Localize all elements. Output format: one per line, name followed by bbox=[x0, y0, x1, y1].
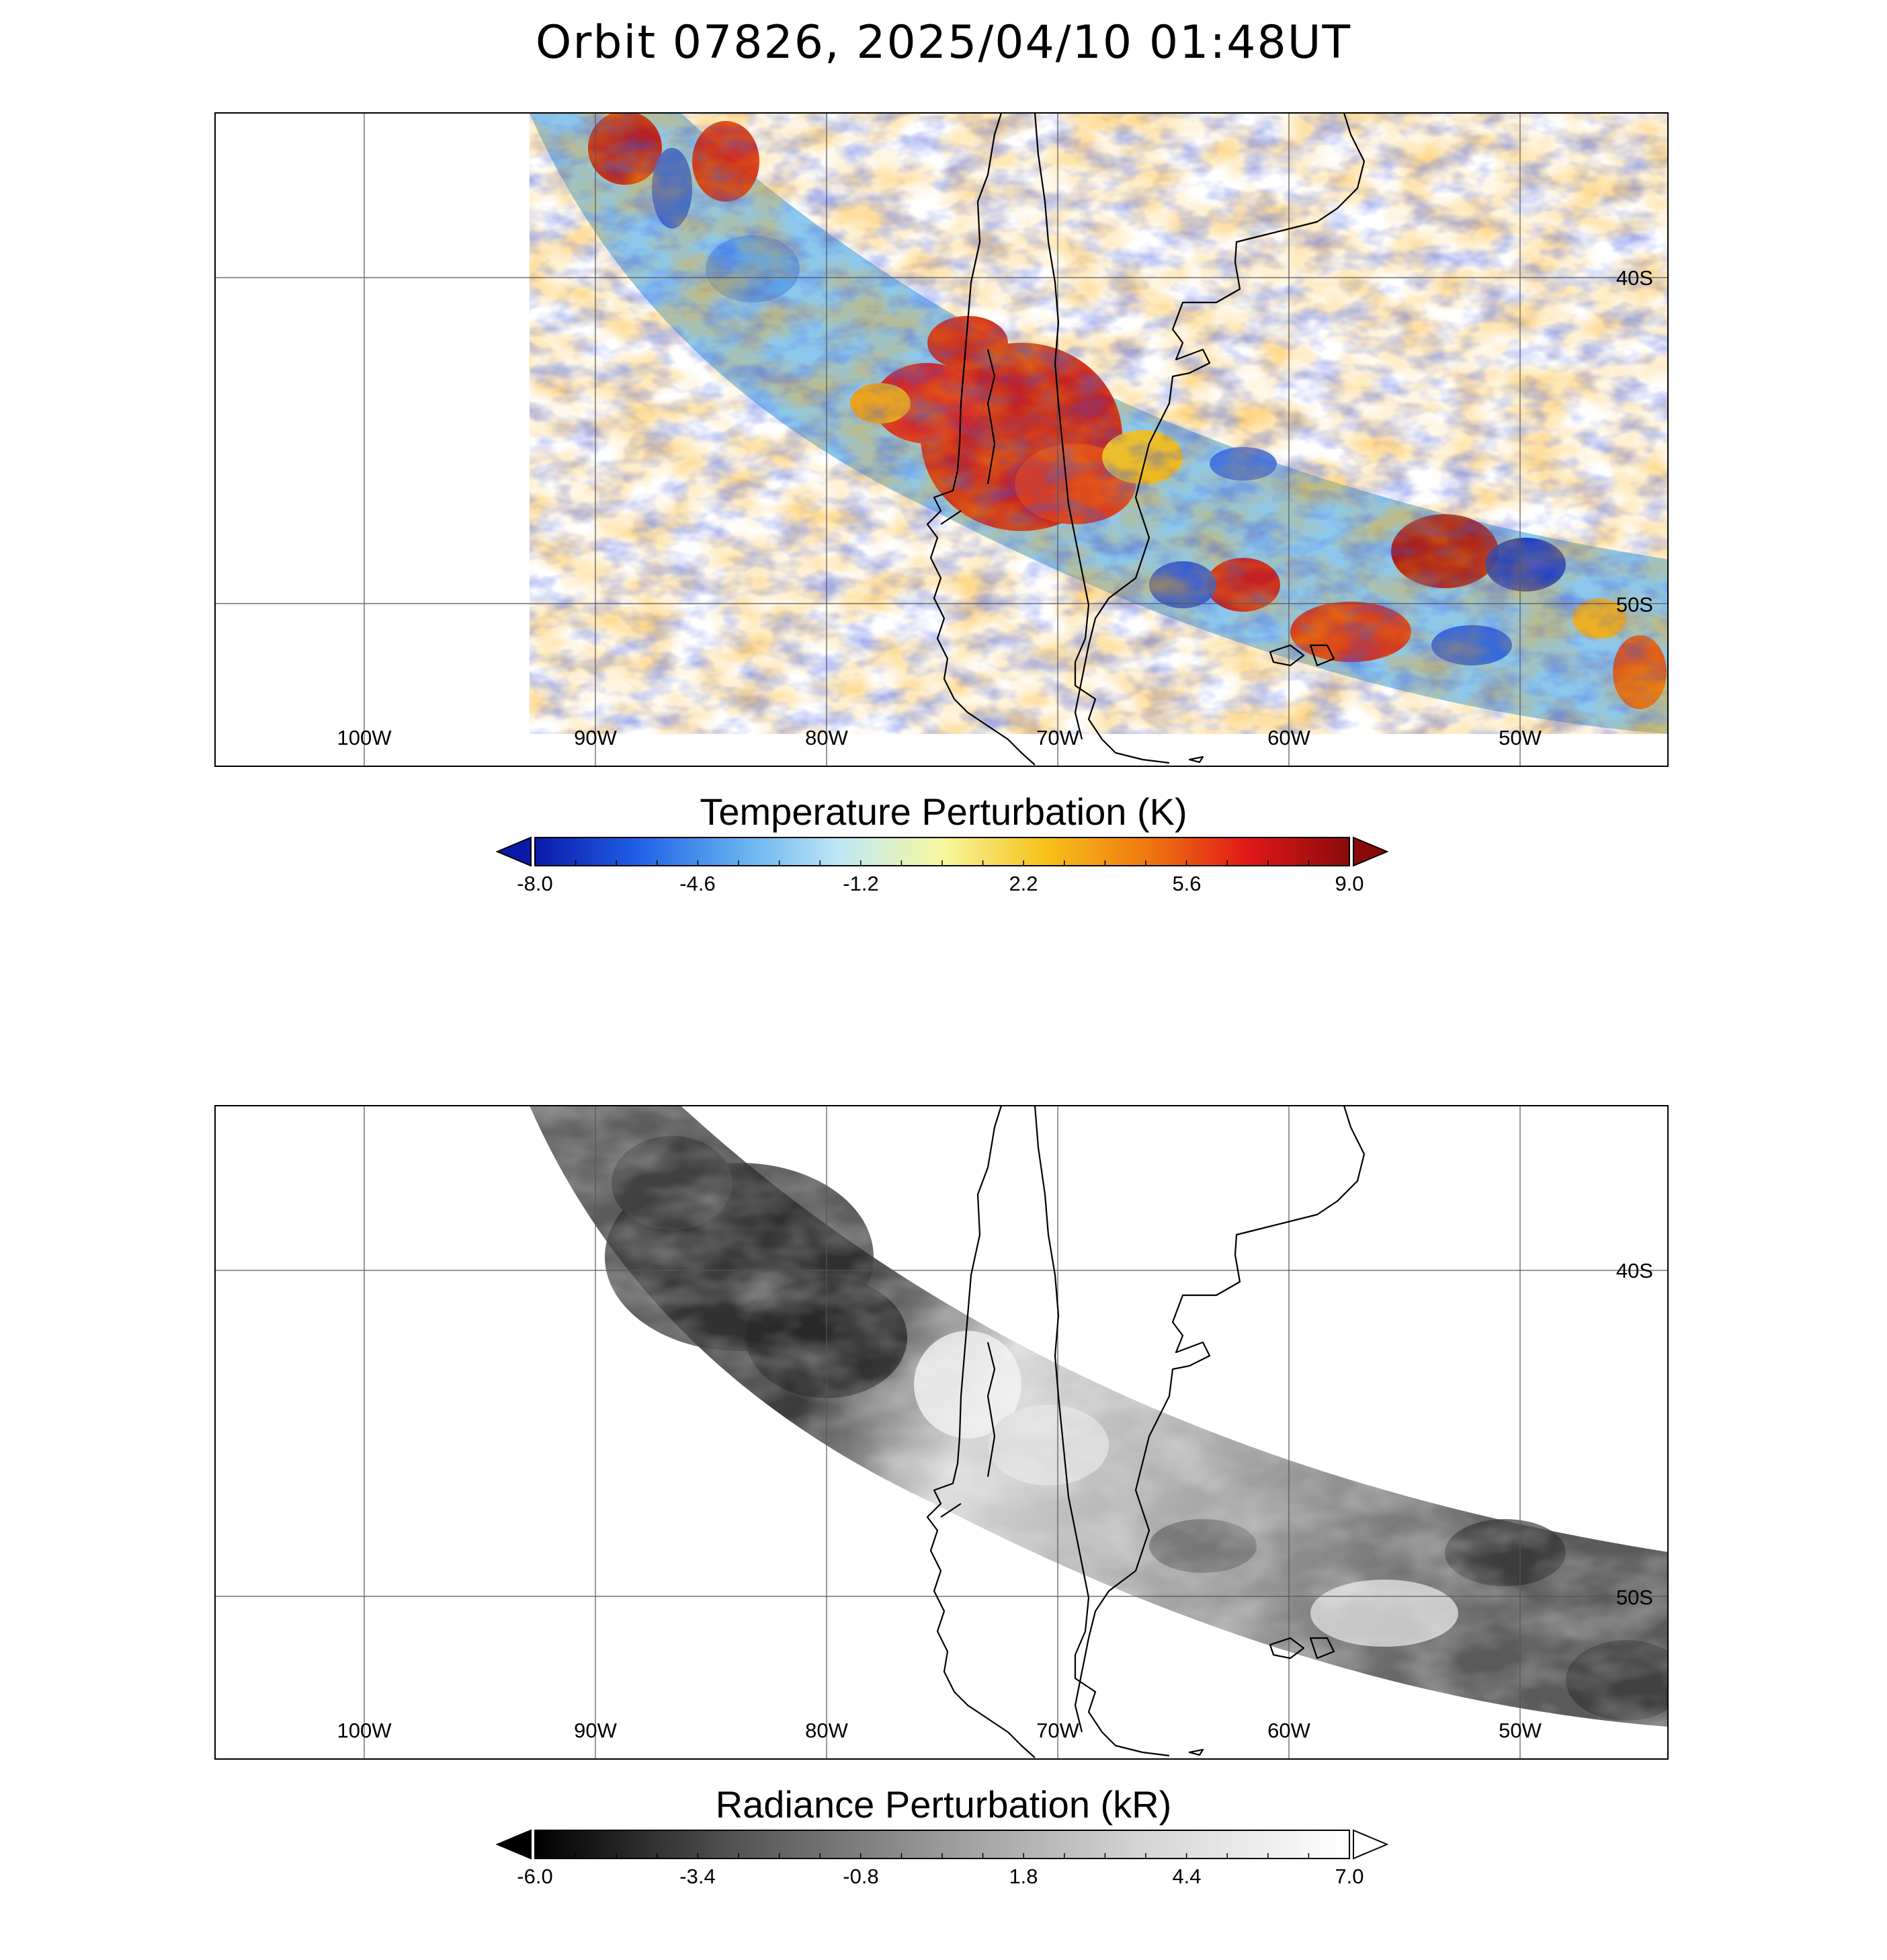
radiance-colorbar: Radiance Perturbation (kR) -6.0 -3.4 -0.… bbox=[495, 1783, 1389, 1888]
lon-label-60w-b: 60W bbox=[1267, 1719, 1310, 1742]
lon-label-70w: 70W bbox=[1036, 726, 1079, 749]
temperature-colorbar-min-arrow bbox=[495, 836, 532, 867]
coastline bbox=[926, 113, 1366, 766]
radiance-tick-2: -0.8 bbox=[843, 1865, 878, 1888]
radiance-tick-3: 1.8 bbox=[1009, 1865, 1038, 1888]
radiance-colorbar-title: Radiance Perturbation (kR) bbox=[716, 1783, 1172, 1826]
latitude-labels-bottom: 40S 50S bbox=[1616, 1259, 1653, 1609]
lon-label-90w: 90W bbox=[574, 726, 617, 749]
longitude-labels-top: 100W 90W 80W 70W 60W 50W bbox=[337, 726, 1542, 749]
radiance-tick-5: 7.0 bbox=[1335, 1865, 1364, 1888]
radiance-colorbar-min-arrow bbox=[495, 1829, 532, 1860]
lon-label-80w: 80W bbox=[805, 726, 848, 749]
lat-label-40s: 40S bbox=[1616, 266, 1653, 290]
radiance-map-frame bbox=[214, 1105, 1669, 1760]
figure-title: Orbit 07826, 2025/04/10 01:48UT bbox=[536, 16, 1351, 69]
longitude-labels-bottom: 100W 90W 80W 70W 60W 50W bbox=[337, 1719, 1542, 1742]
graticule-bottom bbox=[215, 1106, 1668, 1759]
lat-label-50s-b: 50S bbox=[1616, 1586, 1653, 1609]
lon-label-80w-b: 80W bbox=[805, 1719, 848, 1742]
temperature-tick-0: -8.0 bbox=[517, 872, 552, 895]
temperature-colorbar: Temperature Perturbation (K) -8.0 -4.6 -… bbox=[495, 790, 1389, 895]
radiance-colorbar-max-arrow bbox=[1353, 1829, 1389, 1860]
radiance-map-panel: 100W 90W 80W 70W 60W 50W 40S 50S bbox=[214, 1105, 1669, 1760]
lon-label-50w-b: 50W bbox=[1499, 1719, 1542, 1742]
latitude-labels-top: 40S 50S bbox=[1616, 266, 1653, 616]
radiance-tick-4: 4.4 bbox=[1172, 1865, 1201, 1888]
lon-label-50w: 50W bbox=[1499, 726, 1542, 749]
lon-label-100w: 100W bbox=[337, 726, 392, 749]
temperature-tick-4: 5.6 bbox=[1172, 872, 1201, 895]
coastline-bottom bbox=[926, 1106, 1366, 1758]
graticule bbox=[215, 113, 1668, 766]
temperature-map-panel: 100W 90W 80W 70W 60W 50W 40S 50S bbox=[214, 112, 1669, 767]
temperature-tick-1: -4.6 bbox=[679, 872, 715, 895]
lon-label-70w-b: 70W bbox=[1036, 1719, 1079, 1742]
lat-label-50s: 50S bbox=[1616, 593, 1653, 616]
temperature-colorbar-max-arrow bbox=[1353, 836, 1389, 867]
lon-label-100w-b: 100W bbox=[337, 1719, 392, 1742]
lon-label-90w-b: 90W bbox=[574, 1719, 617, 1742]
lon-label-60w: 60W bbox=[1267, 726, 1310, 749]
temperature-tick-3: 2.2 bbox=[1009, 872, 1038, 895]
temperature-tick-5: 9.0 bbox=[1335, 872, 1364, 895]
lat-label-40s-b: 40S bbox=[1616, 1259, 1653, 1282]
radiance-tick-1: -3.4 bbox=[679, 1865, 715, 1888]
temperature-colorbar-title: Temperature Perturbation (K) bbox=[700, 790, 1187, 833]
temperature-tick-2: -1.2 bbox=[843, 872, 878, 895]
temperature-map-frame bbox=[214, 112, 1669, 767]
radiance-tick-0: -6.0 bbox=[517, 1865, 552, 1888]
